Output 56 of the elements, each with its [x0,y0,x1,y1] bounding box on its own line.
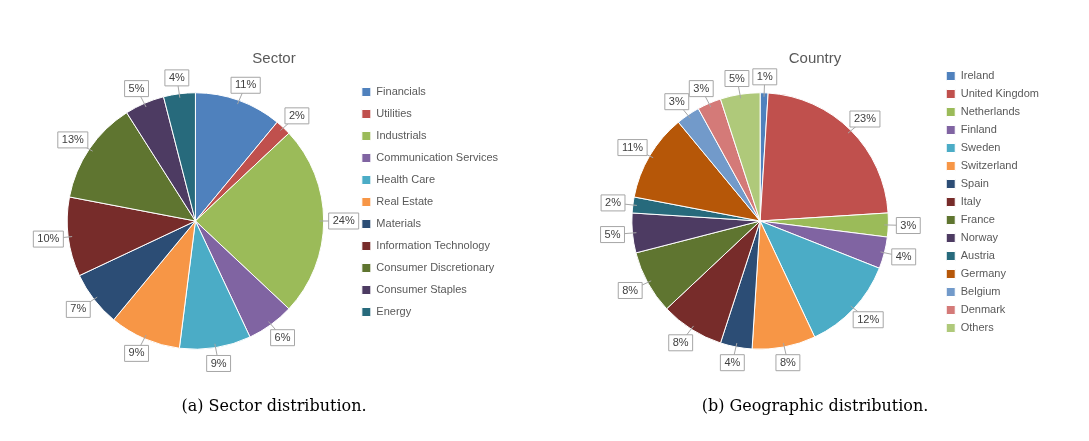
data-label: 3% [900,218,917,231]
data-label: 3% [693,81,710,94]
data-label: 24% [332,214,355,227]
data-label: 4% [724,355,741,368]
data-label: 4% [168,70,186,83]
legend-label: Utilities [376,107,413,120]
data-label: 7% [70,302,87,315]
legend-label: Sweden [960,141,1001,154]
chart-title: Country [788,49,842,67]
data-label: 4% [895,249,912,262]
legend-label: Norway [960,231,999,244]
legend-label: Financials [376,85,427,98]
text: (a) Sector distribution. [180,396,368,415]
legend-label: Austria [960,249,996,262]
data-label: 2% [288,108,306,121]
data-label: 11% [235,78,257,91]
legend-label: France [960,213,995,226]
data-label: 12% [857,312,880,325]
legend-label: Consumer Staples [376,283,468,296]
legend-label: Communication Services [376,151,499,164]
legend-label: Health Care [376,173,436,186]
data-label: 5% [728,71,746,84]
legend-label: Germany [960,267,1007,280]
data-label: 2% [605,195,622,208]
legend-label: Denmark [960,303,1006,316]
legend-label: Materials [376,217,422,230]
legend-label: Belgium [960,285,1001,298]
text: (b) Geographic distribution. [700,396,930,415]
data-label: 5% [128,81,145,94]
legend-label: Others [960,321,995,334]
legend-label: Switzerland [960,159,1018,172]
data-label: 11% [621,140,644,153]
data-label: 10% [37,232,60,245]
data-label: 8% [779,355,797,368]
data-label: 8% [622,283,639,296]
legend-label: Consumer Discretionary [376,261,495,274]
legend-label: Ireland [960,69,995,82]
data-label: 23% [853,112,877,125]
legend-label: Spain [960,177,989,190]
legend-label: Italy [960,195,982,208]
legend-label: Real Estate [376,195,434,208]
legend-label: Industrials [376,129,427,142]
data-label: 1% [756,69,773,82]
data-label: 6% [274,330,291,343]
chart-title: Sector [252,49,296,67]
data-label: 9% [128,346,145,359]
legend-label: Netherlands [960,105,1021,118]
data-label: 5% [604,227,621,240]
data-label: 9% [210,356,227,369]
legend-label: Information Technology [376,239,491,252]
data-label: 3% [668,94,685,107]
legend-label: Finland [960,123,997,136]
legend-label: Energy [376,305,412,318]
data-label: 8% [672,335,689,348]
legend-label: United Kingdom [960,87,1040,100]
data-label: 13% [61,132,85,145]
